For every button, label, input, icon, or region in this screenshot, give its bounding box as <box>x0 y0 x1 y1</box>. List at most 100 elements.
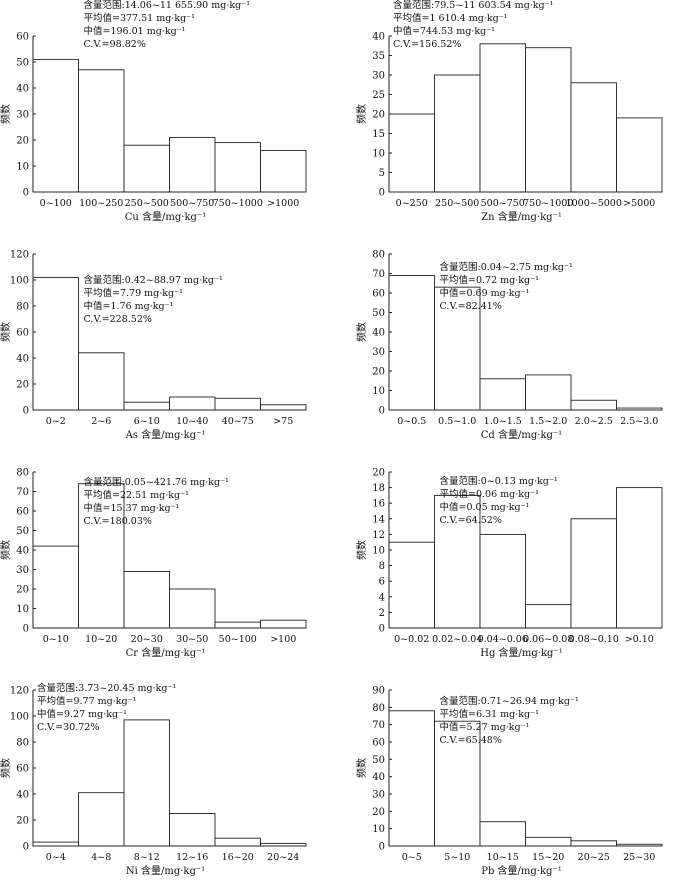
x-tick-label: 30~50 <box>176 634 208 645</box>
x-axis-title: Cr 含量/mg·kg⁻¹ <box>126 646 206 659</box>
x-tick-label: 0~250 <box>396 198 428 209</box>
histogram-bar <box>123 401 170 411</box>
y-axis-title: 频数 <box>355 758 368 778</box>
y-tick-label: 0 <box>379 188 385 199</box>
y-axis-title: 频数 <box>0 104 12 124</box>
y-tick-label: 4 <box>379 592 385 603</box>
y-tick-label: 50 <box>16 58 29 69</box>
y-tick-label: 12 <box>372 530 385 541</box>
y-tick-label: 40 <box>16 790 29 801</box>
histogram-bar <box>616 487 663 629</box>
stats-annotation-line: C.V.=98.82% <box>84 39 146 50</box>
y-tick-label: 0 <box>23 624 29 635</box>
y-tick-label: 20 <box>372 468 385 479</box>
histogram-panel: 0 10 20 30 40 50 60 70 80 90 0~5 5~10 10~15 15~20 20~2… <box>355 686 663 877</box>
y-tick-label: 20 <box>372 367 385 378</box>
x-tick-label: 12~16 <box>176 852 208 863</box>
y-tick-label: 0 <box>23 406 29 417</box>
histogram-bar <box>123 144 170 193</box>
x-tick-label: 25~30 <box>623 852 655 863</box>
stats-annotation-line: C.V.=156.52% <box>393 39 461 50</box>
histogram-bar <box>260 619 307 629</box>
y-tick-label: 30 <box>372 790 385 801</box>
x-tick-label: >5000 <box>623 198 655 209</box>
y-tick-label: 20 <box>16 136 29 147</box>
y-tick-label: 0 <box>23 188 29 199</box>
y-axis-title: 频数 <box>0 322 12 342</box>
x-tick-label: 0~10 <box>43 634 69 645</box>
histogram-bar <box>214 837 261 847</box>
histogram-panel: 0 10 20 30 40 50 60 70 80 0~10 10~20 20~30 30~50 50~1… <box>0 468 307 659</box>
y-tick-label: 40 <box>372 772 385 783</box>
y-tick-label: 14 <box>372 514 385 525</box>
histogram-bar <box>169 588 216 629</box>
y-tick-label: 25 <box>372 90 385 101</box>
stats-annotation-line: 平均值=0.06 mg·kg⁻¹ <box>440 488 540 500</box>
histogram-bar <box>123 719 170 847</box>
x-tick-label: 40~75 <box>222 416 254 427</box>
x-tick-label: 4~8 <box>91 852 111 863</box>
stats-annotation-line: 中值=5.27 mg·kg⁻¹ <box>440 721 530 733</box>
y-tick-label: 0 <box>379 624 385 635</box>
histogram-bar <box>525 604 572 629</box>
stats-annotation-line: 含量范围:0~0.13 mg·kg⁻¹ <box>440 475 558 487</box>
x-tick-label: 8~12 <box>134 852 160 863</box>
x-tick-label: 16~20 <box>222 852 254 863</box>
histogram-bar <box>260 404 307 411</box>
x-tick-label: 2.0~2.5 <box>575 416 613 427</box>
histogram-bar <box>78 792 125 847</box>
histogram-bar <box>570 399 617 411</box>
x-axis-title: Cd 含量/mg·kg⁻¹ <box>481 428 562 441</box>
x-tick-label: 10~40 <box>176 416 208 427</box>
histogram-bar <box>434 720 481 847</box>
x-tick-label: 10~15 <box>487 852 519 863</box>
histogram-bar <box>32 276 79 411</box>
histogram-bar <box>388 541 435 629</box>
histogram-bar <box>570 840 617 847</box>
x-tick-label: >75 <box>273 416 293 427</box>
x-tick-label: 250~500 <box>435 198 479 209</box>
histogram-bar <box>32 58 79 193</box>
histogram-panel: 0 5 10 15 20 25 30 35 40 0~250 250~500 500~750750~1… <box>355 0 663 223</box>
x-axis-title: Hg 含量/mg·kg⁻¹ <box>480 646 562 659</box>
y-tick-label: 80 <box>372 703 385 714</box>
stats-annotation-line: C.V.=65.48% <box>440 735 502 746</box>
histogram-bar <box>169 396 216 411</box>
y-tick-label: 60 <box>372 289 385 300</box>
y-tick-label: 80 <box>372 250 385 261</box>
y-tick-label: 40 <box>16 546 29 557</box>
stats-annotation-line: C.V.=82.41% <box>440 301 502 312</box>
y-tick-label: 0 <box>23 842 29 853</box>
x-tick-label: 0.04~0.06 <box>478 634 528 645</box>
histogram-bar <box>479 533 526 629</box>
stats-annotation-line: 含量范围:0.71~26.94 mg·kg⁻¹ <box>440 695 579 707</box>
stats-annotation-line: 平均值=6.31 mg·kg⁻¹ <box>440 708 540 720</box>
stats-annotation-line: 平均值=377.51 mg·kg⁻¹ <box>84 12 196 24</box>
stats-annotation-line: 含量范围:3.73~20.45 mg·kg⁻¹ <box>37 682 176 694</box>
y-tick-label: 40 <box>372 328 385 339</box>
y-axis-title: 频数 <box>0 540 12 560</box>
x-tick-label: 0.02~0.04 <box>432 634 482 645</box>
x-tick-label: 10~20 <box>85 634 117 645</box>
x-tick-label: 0~100 <box>40 198 72 209</box>
histogram-bar <box>616 117 663 193</box>
y-tick-label: 50 <box>372 308 385 319</box>
histogram-bar <box>525 836 572 847</box>
histogram-bar <box>388 275 435 411</box>
histogram-bar <box>214 621 261 629</box>
histogram-panel: 0 10 20 30 40 50 60 70 80 0~0.5 0.5~1.0 1.0~1.5 1.5~… <box>355 250 663 441</box>
x-tick-label: 0.06~0.08 <box>523 634 573 645</box>
x-tick-label: 1.5~2.0 <box>529 416 567 427</box>
x-axis-title: Zn 含量/mg·kg⁻¹ <box>481 210 562 223</box>
x-tick-label: 0~4 <box>46 852 66 863</box>
y-tick-label: 20 <box>16 816 29 827</box>
y-tick-label: 10 <box>372 386 385 397</box>
y-tick-label: 60 <box>16 507 29 518</box>
x-tick-label: 1.0~1.5 <box>484 416 522 427</box>
x-tick-label: 5~10 <box>444 852 470 863</box>
x-tick-label: >0.10 <box>625 634 654 645</box>
stats-annotation-line: 含量范围:14.06~11 655.90 mg·kg⁻¹ <box>84 0 251 11</box>
stats-annotation-line: 平均值=0.72 mg·kg⁻¹ <box>440 274 540 286</box>
histogram-bar <box>123 571 170 629</box>
stats-annotation-line: 含量范围:79.5~11 603.54 mg·kg⁻¹ <box>393 0 554 11</box>
